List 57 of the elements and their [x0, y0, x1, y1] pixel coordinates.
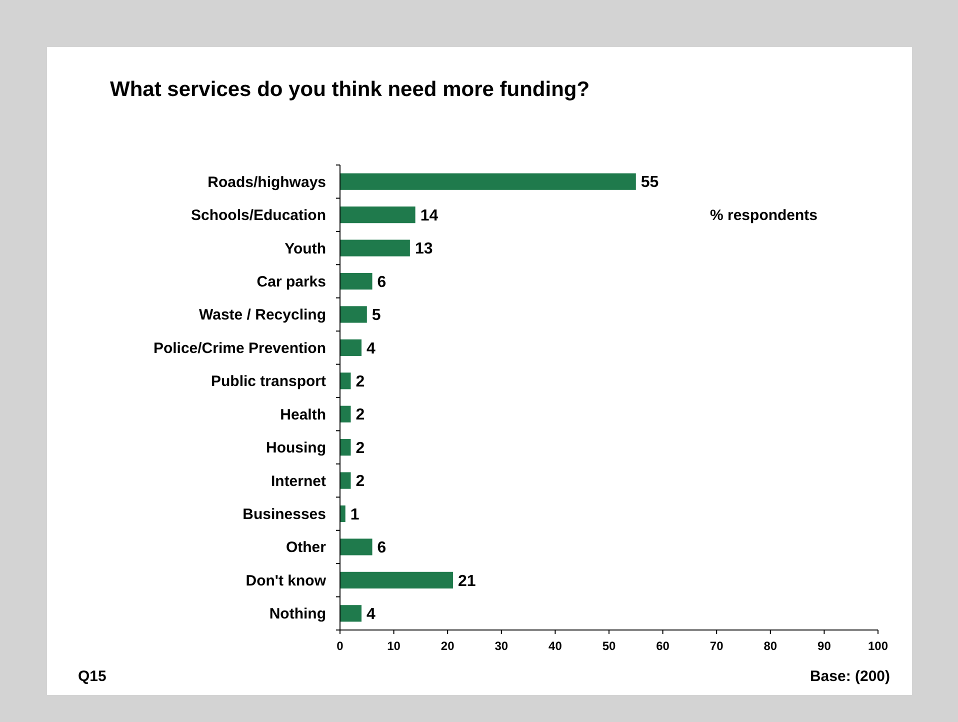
data-label: 13 [414, 240, 433, 258]
chart-title: What services do you think need more funding? [110, 78, 590, 101]
bar [340, 538, 372, 556]
data-label: 6 [377, 540, 386, 557]
data-label: 2 [356, 373, 365, 390]
data-label: 55 [640, 174, 659, 192]
x-tick-label: 100 [868, 639, 888, 653]
x-tick-label: 10 [387, 639, 401, 653]
y-tick-label: Other [286, 539, 326, 556]
y-tick-label: Schools/Education [190, 207, 326, 224]
bar [340, 206, 416, 224]
y-tick-label: Youth [284, 240, 326, 258]
x-tick-label: 90 [818, 639, 832, 653]
bar [340, 439, 351, 456]
data-label: 2 [356, 406, 365, 424]
data-label: 2 [356, 440, 365, 457]
y-tick-label: Internet [270, 472, 326, 490]
x-tick-label: 60 [656, 639, 670, 653]
x-tick-label: 0 [336, 639, 344, 653]
y-tick-label: Waste / Recycling [199, 306, 326, 324]
annotation: % respondents [710, 207, 818, 224]
data-label: 4 [366, 606, 376, 623]
bar [340, 505, 346, 522]
bar [340, 173, 636, 190]
data-label: 1 [350, 506, 360, 524]
text: Q15 [78, 668, 106, 685]
y-tick-label: Roads/highways [208, 174, 326, 191]
data-label: 21 [458, 572, 476, 590]
bar [340, 605, 362, 622]
bar [340, 372, 351, 390]
bar [340, 240, 410, 256]
data-label: 6 [377, 274, 386, 291]
y-tick-label: Nothing [269, 606, 326, 623]
data-label: 14 [420, 207, 438, 224]
bar [340, 272, 372, 290]
bar [340, 572, 453, 588]
x-tick-label: 30 [494, 639, 508, 653]
y-tick-label: Public transport [210, 373, 326, 390]
x-tick-label: 80 [764, 639, 778, 653]
x-tick-label: 40 [548, 639, 562, 653]
y-tick-label: Don't know [246, 572, 326, 590]
data-label: 5 [372, 307, 381, 324]
bar [340, 339, 362, 356]
bar [340, 406, 351, 422]
data-label: 2 [356, 473, 365, 490]
x-tick-label: 50 [602, 639, 616, 653]
y-tick-label: Health [280, 406, 326, 424]
bar [340, 472, 351, 489]
bar [340, 306, 367, 323]
x-tick-label: 20 [440, 639, 455, 653]
x-tick-label: 70 [710, 639, 724, 653]
y-tick-label: Police/Crime Prevention [153, 340, 326, 357]
y-tick-label: Housing [266, 440, 326, 457]
y-tick-label: Businesses [242, 506, 326, 523]
y-tick-label: Car parks [256, 274, 326, 290]
text: Base: (200) [810, 668, 890, 685]
data-label: 4 [366, 340, 376, 358]
